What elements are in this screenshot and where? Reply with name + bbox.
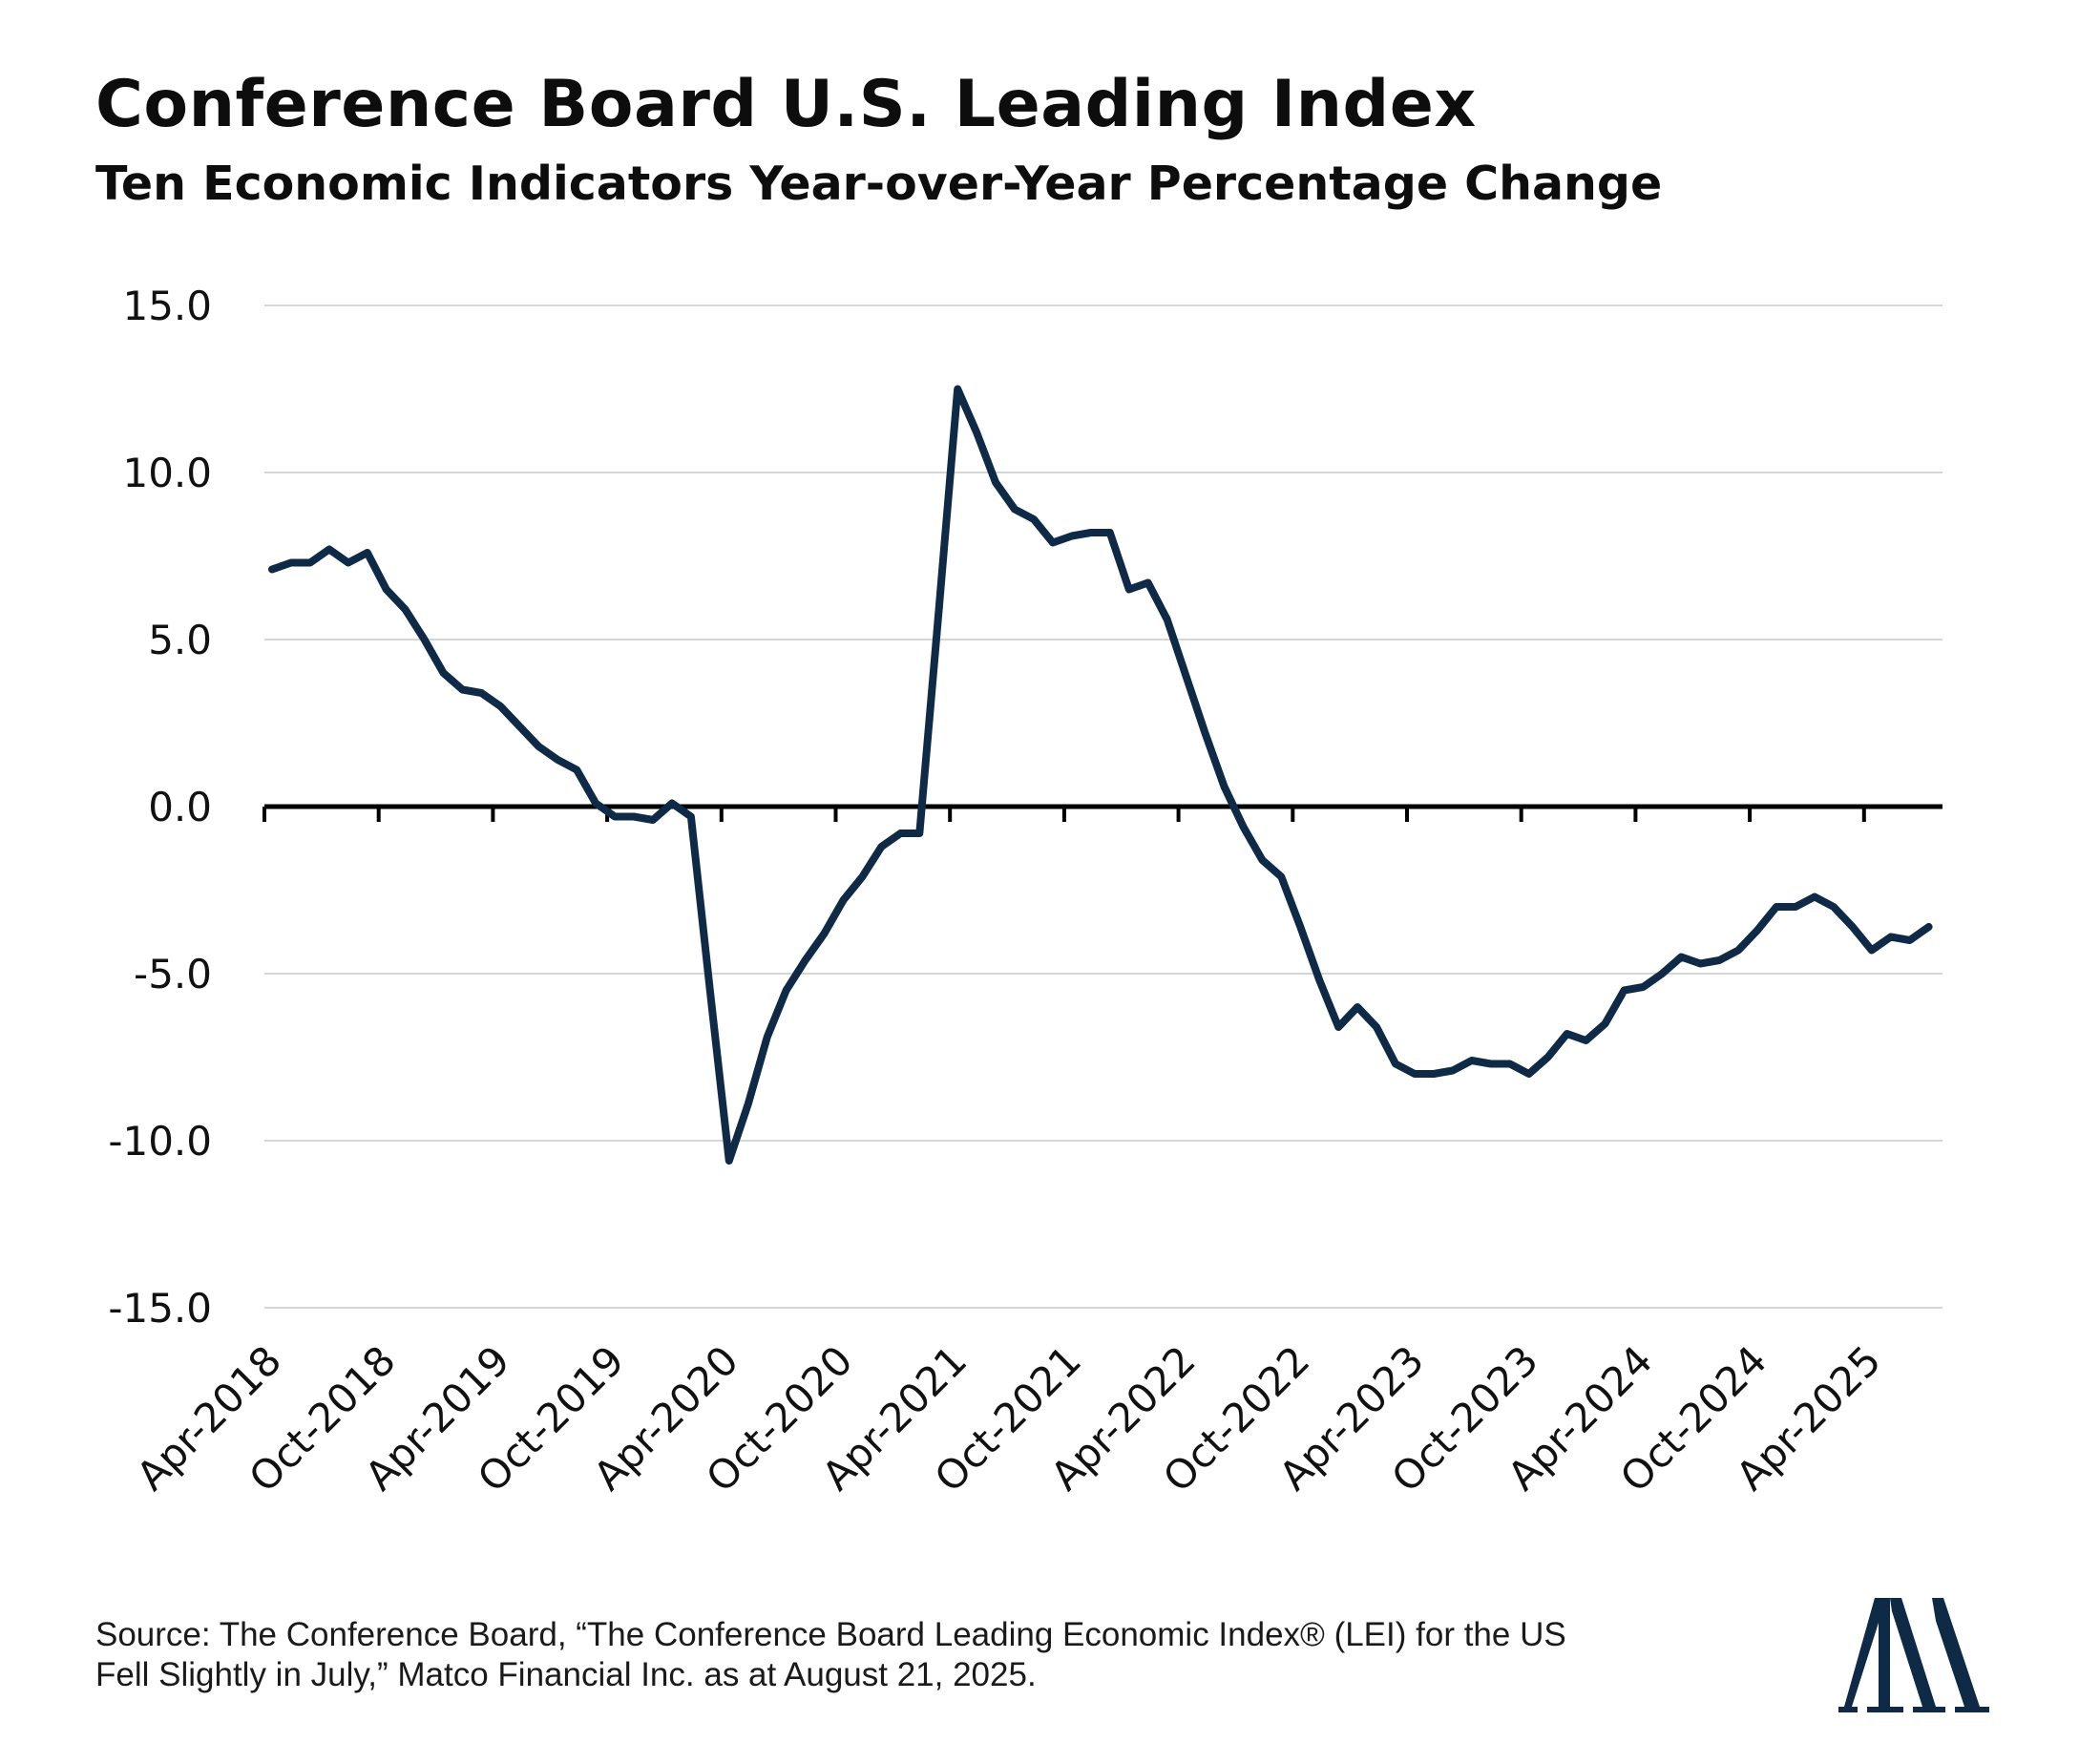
y-axis: 15.0 10.0 5.0 0.0 -5.0 -10.0 -15.0 [108,283,212,1332]
y-tick-label: -15.0 [108,1285,212,1332]
y-tick-label: -10.0 [108,1118,212,1165]
source-line-1: Source: The Conference Board, “The Confe… [95,1616,1566,1653]
y-tick-label: -5.0 [134,951,212,998]
chart-title: Conference Board U.S. Leading Index [95,67,1477,142]
y-tick-label: 10.0 [122,450,212,496]
source-line-2: Fell Slightly in July,” Matco Financial … [95,1656,1037,1693]
series-line [268,385,1933,1165]
line-chart: 15.0 10.0 5.0 0.0 -5.0 -10.0 -15.0 Apr-2018Oct… [108,283,1942,1502]
y-tick-label: 5.0 [148,617,212,663]
y-tick-label: 15.0 [122,283,212,329]
series-layer [268,385,1933,1165]
matco-double-a-logo-icon [1838,1598,1989,1712]
source-note: Source: The Conference Board, “The Confe… [95,1615,1795,1695]
chart-subtitle: Ten Economic Indicators Year-over-Year P… [95,157,1663,211]
x-axis: Apr-2018Oct-2018Apr-2019Oct-2019Apr-2020… [128,804,1942,1502]
y-tick-label: 0.0 [148,784,212,830]
